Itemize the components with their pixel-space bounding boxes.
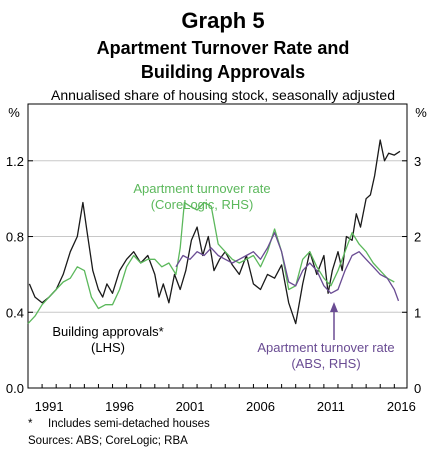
- right-tick-label: 3: [414, 154, 421, 169]
- corelogic-label-line1: Apartment turnover rate: [133, 181, 270, 196]
- chart-title-line1: Apartment Turnover Rate and: [96, 38, 350, 58]
- x-tick-label: 1996: [105, 399, 134, 414]
- x-tick-label: 1991: [35, 399, 64, 414]
- left-axis-unit: %: [8, 105, 20, 120]
- footnote: * Includes semi-detached houses: [28, 418, 210, 430]
- left-tick-label: 0.4: [6, 305, 24, 320]
- right-tick-label: 1: [414, 305, 421, 320]
- approvals-label-line2: (LHS): [91, 340, 125, 355]
- sources: Sources: ABS; CoreLogic; RBA: [28, 435, 188, 447]
- chart-title-line2: Building Approvals: [140, 62, 306, 82]
- series-abs-turnover: [175, 232, 400, 302]
- plot-frame: [27, 103, 408, 389]
- x-tick-label: 2016: [387, 399, 416, 414]
- series-building-approvals: [28, 139, 401, 325]
- annotation-building-approvals: Building approvals* (LHS): [52, 324, 163, 355]
- approvals-label-line1: Building approvals*: [52, 324, 163, 339]
- right-tick-label: 0: [414, 381, 421, 396]
- left-tick-label: 0.8: [6, 230, 24, 245]
- annotation-abs: Apartment turnover rate (ABS, RHS): [257, 302, 395, 371]
- footnote-text: Includes semi-detached houses: [48, 418, 210, 430]
- left-tick-label: 1.2: [6, 154, 24, 169]
- chart-subtitle: Annualised share of housing stock, seaso…: [51, 87, 395, 103]
- left-tick-label: 0.0: [6, 381, 24, 396]
- x-tick-label: 2011: [317, 399, 345, 414]
- abs-label-line2: (ABS, RHS): [291, 356, 360, 371]
- corelogic-label-line2: (CoreLogic, RHS): [151, 197, 254, 212]
- graph-label: Graph 5: [181, 8, 265, 33]
- series-lines: [27, 139, 401, 325]
- annotation-corelogic: Apartment turnover rate (CoreLogic, RHS): [133, 181, 270, 212]
- axis-ticks: 0.0 0.4 0.8 1.2 0 1 2 3 1991 1996 2001 2006 2011 2016: [6, 154, 421, 414]
- right-axis-unit: %: [415, 105, 427, 120]
- series-corelogic-turnover: [27, 201, 395, 325]
- gridlines: [28, 160, 407, 313]
- abs-label-line1: Apartment turnover rate: [257, 340, 394, 355]
- x-tick-label: 2006: [246, 399, 275, 414]
- right-tick-label: 2: [414, 230, 421, 245]
- x-tick-label: 2001: [176, 399, 205, 414]
- footnote-marker: *: [28, 418, 33, 430]
- abs-arrowhead: [330, 302, 338, 312]
